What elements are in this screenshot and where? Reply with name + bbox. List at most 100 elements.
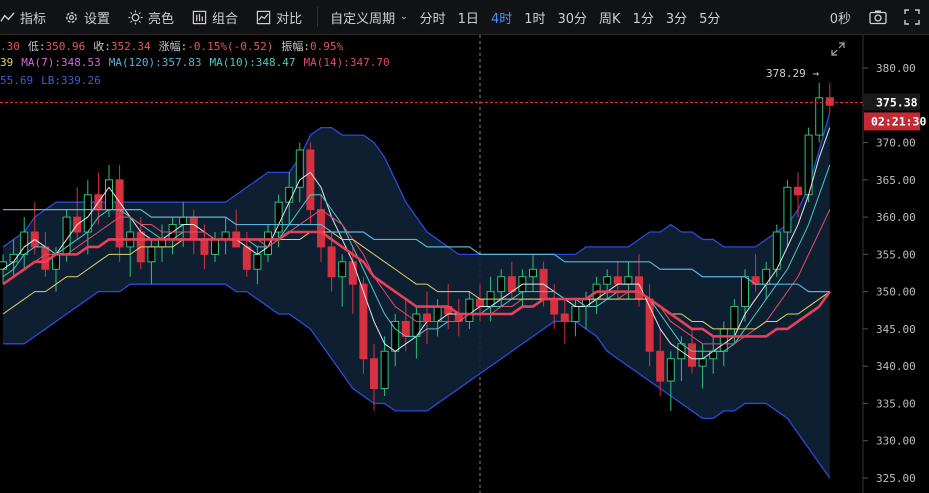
compare-label: 对比 (276, 11, 303, 27)
candle-body (380, 350, 389, 390)
price-tag-bg (864, 93, 920, 111)
ma10-value: MA(10):348.47 (209, 56, 296, 69)
y-tick-label: 335.00 (876, 397, 916, 410)
candle-body (783, 186, 792, 233)
lb-value: LB:339.26 (41, 74, 101, 87)
screenshot-button[interactable] (861, 0, 895, 34)
candle-body (560, 313, 569, 322)
indicators-label: 指标 (20, 11, 47, 27)
period-tab-2[interactable]: 4时 (490, 11, 513, 27)
indicator-icon (0, 11, 15, 22)
settings-button[interactable]: 设置 (55, 0, 119, 34)
change-value: -0.15%(-0.52) (187, 40, 274, 53)
candle-body (603, 276, 612, 285)
candle-body (370, 358, 378, 390)
period-tabs: 分时 1日 4时 1时 30分 周K 1分 3分 5分 (414, 0, 727, 34)
candle-body (762, 268, 771, 285)
custom-period-dropdown[interactable]: 自定义周期 ⌄ (324, 0, 414, 34)
indicators-button[interactable]: 指标 (0, 0, 55, 34)
candle-body (179, 216, 188, 226)
combo-label: 组合 (212, 11, 239, 27)
candle-body (550, 298, 559, 315)
info-prefix: .30 (0, 40, 20, 53)
candle-body (476, 298, 484, 308)
info-row-boll: 55.69 LB:339.26 (0, 74, 109, 87)
y-tick-label: 355.00 (876, 248, 916, 261)
candle-body (253, 253, 262, 270)
period-tab-8[interactable]: 5分 (699, 11, 721, 27)
bollinger-lower (3, 283, 831, 479)
period-tab-4[interactable]: 30分 (557, 11, 588, 27)
amplitude-value: 0.95% (309, 40, 344, 53)
countdown-bg (864, 112, 920, 131)
candle-body (613, 276, 622, 285)
candle-body (0, 261, 7, 270)
y-tick-label: 325.00 (876, 472, 916, 485)
close-value: 352.34 (110, 40, 151, 53)
seconds-label: 0秒 (829, 11, 851, 27)
y-tick-label: 370.00 (876, 137, 916, 150)
combo-button[interactable]: 组合 (183, 0, 247, 34)
countdown: 02:21:30 (871, 114, 926, 128)
y-tick-label: 340.00 (876, 360, 916, 373)
candle-body (242, 246, 251, 270)
candle-body (200, 238, 209, 255)
line-ma30 (2, 231, 831, 330)
candle-body (338, 261, 347, 278)
right-tools: 0秒 (830, 0, 929, 34)
candle-body (423, 313, 431, 322)
candle-body (115, 179, 124, 248)
candle-body (147, 246, 156, 263)
toolbar-divider (317, 7, 319, 27)
candle-body (306, 149, 315, 211)
period-tab-6[interactable]: 1分 (632, 11, 654, 27)
expand-chart-button[interactable] (830, 41, 846, 57)
ub-value: 55.69 (0, 74, 34, 87)
ma-prefix: 39 (0, 56, 14, 69)
compare-button[interactable]: 对比 (247, 0, 311, 34)
candle-body (285, 186, 294, 203)
low-label: 低: (27, 40, 46, 53)
candle-body (529, 268, 537, 278)
ma120-value: MA(120):357.83 (108, 56, 202, 69)
candle-body (825, 97, 834, 106)
candle-body (264, 231, 272, 255)
brightness-label: 亮色 (148, 11, 175, 27)
line-thick (2, 230, 831, 338)
candle-body (497, 276, 506, 293)
candle-body (730, 306, 739, 330)
y-tick-label: 380.00 (876, 62, 916, 75)
info-row-price: .30 低:350.96 收:352.34 涨幅:-0.15%(-0.52) 振幅:0.… (0, 38, 351, 54)
candles (0, 82, 834, 411)
candle-body (327, 246, 336, 278)
compare-icon (256, 10, 271, 24)
candlestick-chart[interactable]: 325.00 330.00 335.00 340.00 345.00 350.00 355.… (0, 35, 929, 493)
change-label: 涨幅: (158, 40, 188, 53)
overlay: 375.38 02:21:30 378.29 → (0, 67, 926, 131)
chevron-down-icon: ⌄ (400, 12, 408, 22)
period-tab-7[interactable]: 3分 (665, 11, 688, 27)
candle-body (698, 358, 707, 367)
gear-icon (66, 11, 77, 23)
ma7-value: MA(7):348.53 (21, 56, 101, 69)
settings-label: 设置 (84, 11, 111, 27)
fullscreen-button[interactable] (895, 0, 929, 34)
bollinger-upper (2, 112, 831, 256)
line-ma120 (3, 209, 830, 293)
candle-body (794, 186, 802, 196)
candle-body (815, 97, 824, 136)
candle-body (274, 201, 283, 233)
period-tab-1[interactable]: 1日 (457, 11, 479, 27)
candle-body (295, 149, 304, 188)
period-tab-5[interactable]: 周K (599, 11, 621, 27)
candle-body (666, 358, 675, 382)
candle-body (359, 283, 368, 360)
brightness-button[interactable]: 亮色 (119, 0, 183, 34)
ma-lines (2, 127, 831, 360)
toolbar: 指标 设置 亮色 组合 对比 自定义周期 ⌄ 分时 1日 4时 1时 30分 周K 1分 3分… (0, 0, 929, 35)
period-tab-3[interactable]: 1时 (524, 11, 546, 27)
ma14-value: MA(14):347.70 (303, 56, 390, 69)
candle-body (741, 276, 749, 308)
period-tab-0[interactable]: 分时 (419, 11, 446, 27)
info-row-ma: 39 MA(7):348.53 MA(120):357.83 MA(10):348.4… (0, 56, 398, 69)
